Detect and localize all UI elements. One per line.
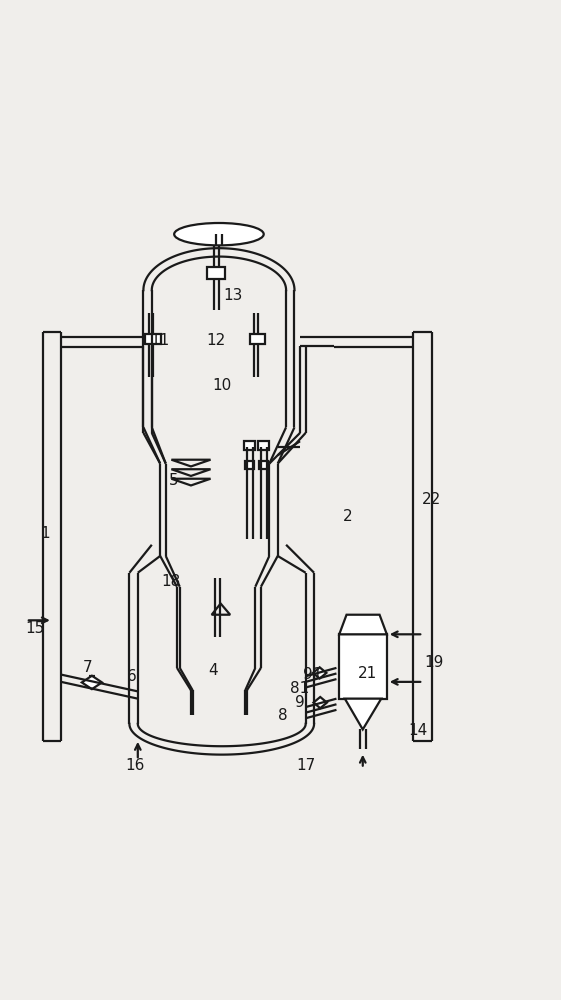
Polygon shape [345,699,381,729]
Text: 22: 22 [422,492,441,508]
Text: 9: 9 [295,695,305,710]
Bar [258,441,269,450]
Text: 4: 4 [209,663,218,678]
Text: 18: 18 [162,574,181,589]
Bar [245,461,254,469]
Polygon shape [339,615,387,634]
Polygon shape [314,697,327,708]
Text: 17: 17 [296,758,315,773]
Text: 81: 81 [291,681,310,696]
Bar [206,267,224,279]
Bar [339,634,387,699]
Text: 13: 13 [223,288,242,303]
Bar [259,461,268,469]
Text: 91: 91 [304,667,323,682]
Text: 15: 15 [26,621,45,636]
Text: 2: 2 [343,509,352,524]
Bar [145,334,161,344]
Text: 5: 5 [169,473,179,488]
Text: 7: 7 [82,660,92,675]
Bar [244,441,255,450]
Ellipse shape [174,223,264,245]
Bar [250,334,265,344]
Text: 10: 10 [212,378,231,393]
Text: 12: 12 [206,333,226,348]
Text: 11: 11 [150,333,170,348]
Text: 16: 16 [125,758,145,773]
Polygon shape [82,676,102,689]
Text: 21: 21 [357,666,377,681]
Text: 8: 8 [278,708,288,723]
Text: 14: 14 [408,723,427,738]
Polygon shape [313,667,327,679]
Text: 6: 6 [127,669,137,684]
Text: 1: 1 [40,526,50,541]
Text: 19: 19 [425,655,444,670]
